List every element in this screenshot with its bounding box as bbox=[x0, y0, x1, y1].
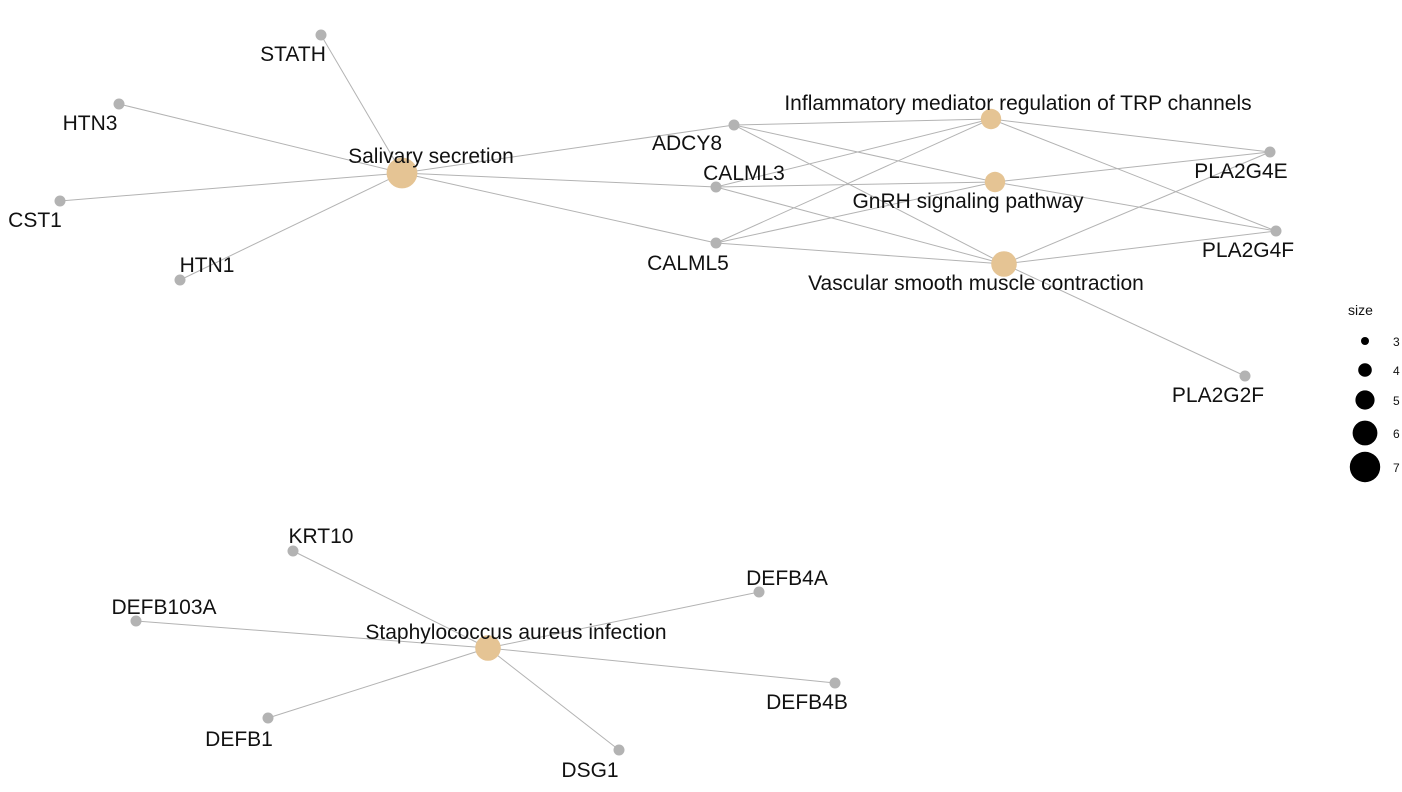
pathway-label-inflam: Inflammatory mediator regulation of TRP … bbox=[784, 92, 1251, 115]
pathway-label-gnrh: GnRH signaling pathway bbox=[852, 190, 1084, 213]
edge-staph-DEFB4A bbox=[487, 591, 760, 649]
edge-gnrh-CALML5 bbox=[715, 181, 996, 244]
edge-salivary-CALML5 bbox=[401, 172, 717, 244]
edge-inflam-CALML3 bbox=[715, 118, 992, 188]
edge-inflam-PLA2G4F bbox=[990, 118, 1277, 232]
gene-label-htn3: HTN3 bbox=[63, 112, 118, 135]
legend-label-5: 5 bbox=[1393, 394, 1400, 408]
edge-vascular-CALML3 bbox=[715, 186, 1005, 265]
pathway-node-staph bbox=[475, 635, 501, 661]
gene-node-pla2g4f bbox=[1270, 225, 1282, 237]
gene-label-pla2g4f: PLA2G4F bbox=[1202, 239, 1294, 262]
legend-point-4 bbox=[1358, 363, 1372, 377]
edge-salivary-HTN3 bbox=[118, 103, 403, 174]
gene-label-htn1: HTN1 bbox=[180, 254, 235, 277]
edge-salivary-CALML3 bbox=[401, 172, 717, 188]
gene-node-krt10 bbox=[287, 545, 299, 557]
gene-label-defb103a: DEFB103A bbox=[111, 596, 216, 619]
edge-vascular-ADCY8 bbox=[733, 124, 1005, 265]
gene-node-calml3 bbox=[710, 181, 722, 193]
gene-label-dsg1: DSG1 bbox=[561, 759, 618, 782]
gene-node-adcy8 bbox=[728, 119, 740, 131]
edge-inflam-CALML5 bbox=[715, 118, 992, 244]
edge-layer bbox=[59, 34, 1277, 751]
gene-label-calml3: CALML3 bbox=[703, 162, 785, 185]
gene-node-dsg1 bbox=[613, 744, 625, 756]
gene-node-defb4b bbox=[829, 677, 841, 689]
edge-salivary-CST1 bbox=[59, 172, 403, 202]
gene-label-pla2g2f: PLA2G2F bbox=[1172, 384, 1264, 407]
gene-node-pla2g4e bbox=[1264, 146, 1276, 158]
edge-gnrh-ADCY8 bbox=[733, 124, 996, 183]
pathway-node-vascular bbox=[991, 251, 1017, 277]
legend-point-5 bbox=[1355, 390, 1375, 410]
legend-point-6 bbox=[1352, 420, 1378, 446]
edge-vascular-CALML5 bbox=[715, 242, 1005, 265]
label-layer: STATH HTN3 CST1 HTN1 ADCY8 CALML3 CALML5 PLA2G4… bbox=[8, 43, 1294, 782]
gene-node-htn1 bbox=[174, 274, 186, 286]
edge-vascular-PLA2G2F bbox=[1003, 263, 1246, 377]
gene-label-calml5: CALML5 bbox=[647, 252, 729, 275]
gene-label-krt10: KRT10 bbox=[289, 525, 354, 548]
legend-label-7: 7 bbox=[1393, 461, 1400, 475]
pathway-label-vascular: Vascular smooth muscle contraction bbox=[808, 272, 1144, 295]
gene-label-adcy8: ADCY8 bbox=[652, 132, 722, 155]
pathway-node-gnrh bbox=[984, 171, 1006, 193]
pathway-label-salivary: Salivary secretion bbox=[348, 145, 514, 168]
edge-staph-DEFB4B bbox=[487, 647, 836, 684]
legend-point-7 bbox=[1349, 451, 1381, 483]
gene-node-htn3 bbox=[113, 98, 125, 110]
legend-label-3: 3 bbox=[1393, 335, 1400, 349]
gene-label-pla2g4e: PLA2G4E bbox=[1194, 160, 1287, 183]
gene-node-calml5 bbox=[710, 237, 722, 249]
size-legend: size 3 4 5 6 7 bbox=[1348, 302, 1400, 483]
edge-staph-DSG1 bbox=[487, 647, 620, 751]
legend-point-3 bbox=[1361, 337, 1369, 345]
edge-staph-DEFB103A bbox=[135, 620, 489, 649]
gene-label-stath: STATH bbox=[260, 43, 326, 66]
gene-label-defb1: DEFB1 bbox=[205, 728, 273, 751]
gene-label-cst1: CST1 bbox=[8, 209, 62, 232]
gene-node-cst1 bbox=[54, 195, 66, 207]
legend-title: size bbox=[1348, 302, 1373, 318]
edge-gnrh-PLA2G4E bbox=[994, 151, 1271, 183]
legend-items: 3 4 5 6 7 bbox=[1349, 335, 1400, 483]
edge-gnrh-CALML3 bbox=[715, 181, 996, 188]
edge-salivary-ADCY8 bbox=[401, 124, 735, 174]
gene-node-stath bbox=[315, 29, 327, 41]
gene-node-pla2g2f bbox=[1239, 370, 1251, 382]
pathway-node-inflam bbox=[980, 108, 1002, 130]
edge-salivary-HTN1 bbox=[179, 172, 403, 281]
edge-staph-KRT10 bbox=[292, 550, 489, 649]
gene-node-defb4a bbox=[753, 586, 765, 598]
edge-inflam-PLA2G4E bbox=[990, 118, 1271, 153]
gene-node-defb103a bbox=[130, 615, 142, 627]
gene-label-defb4a: DEFB4A bbox=[746, 567, 828, 590]
edge-salivary-STATH bbox=[320, 34, 403, 174]
legend-label-6: 6 bbox=[1393, 427, 1400, 441]
edge-gnrh-PLA2G4F bbox=[994, 181, 1277, 232]
node-layer bbox=[54, 29, 1282, 756]
pathway-label-staph: Staphylococcus aureus infection bbox=[365, 621, 666, 644]
gene-label-defb4b: DEFB4B bbox=[766, 691, 848, 714]
legend-label-4: 4 bbox=[1393, 364, 1400, 378]
edge-inflam-ADCY8 bbox=[733, 118, 992, 126]
gene-node-defb1 bbox=[262, 712, 274, 724]
pathway-node-salivary bbox=[386, 157, 418, 189]
edge-staph-DEFB1 bbox=[267, 647, 489, 719]
edge-vascular-PLA2G4E bbox=[1003, 151, 1271, 265]
edge-vascular-PLA2G4F bbox=[1003, 230, 1277, 265]
